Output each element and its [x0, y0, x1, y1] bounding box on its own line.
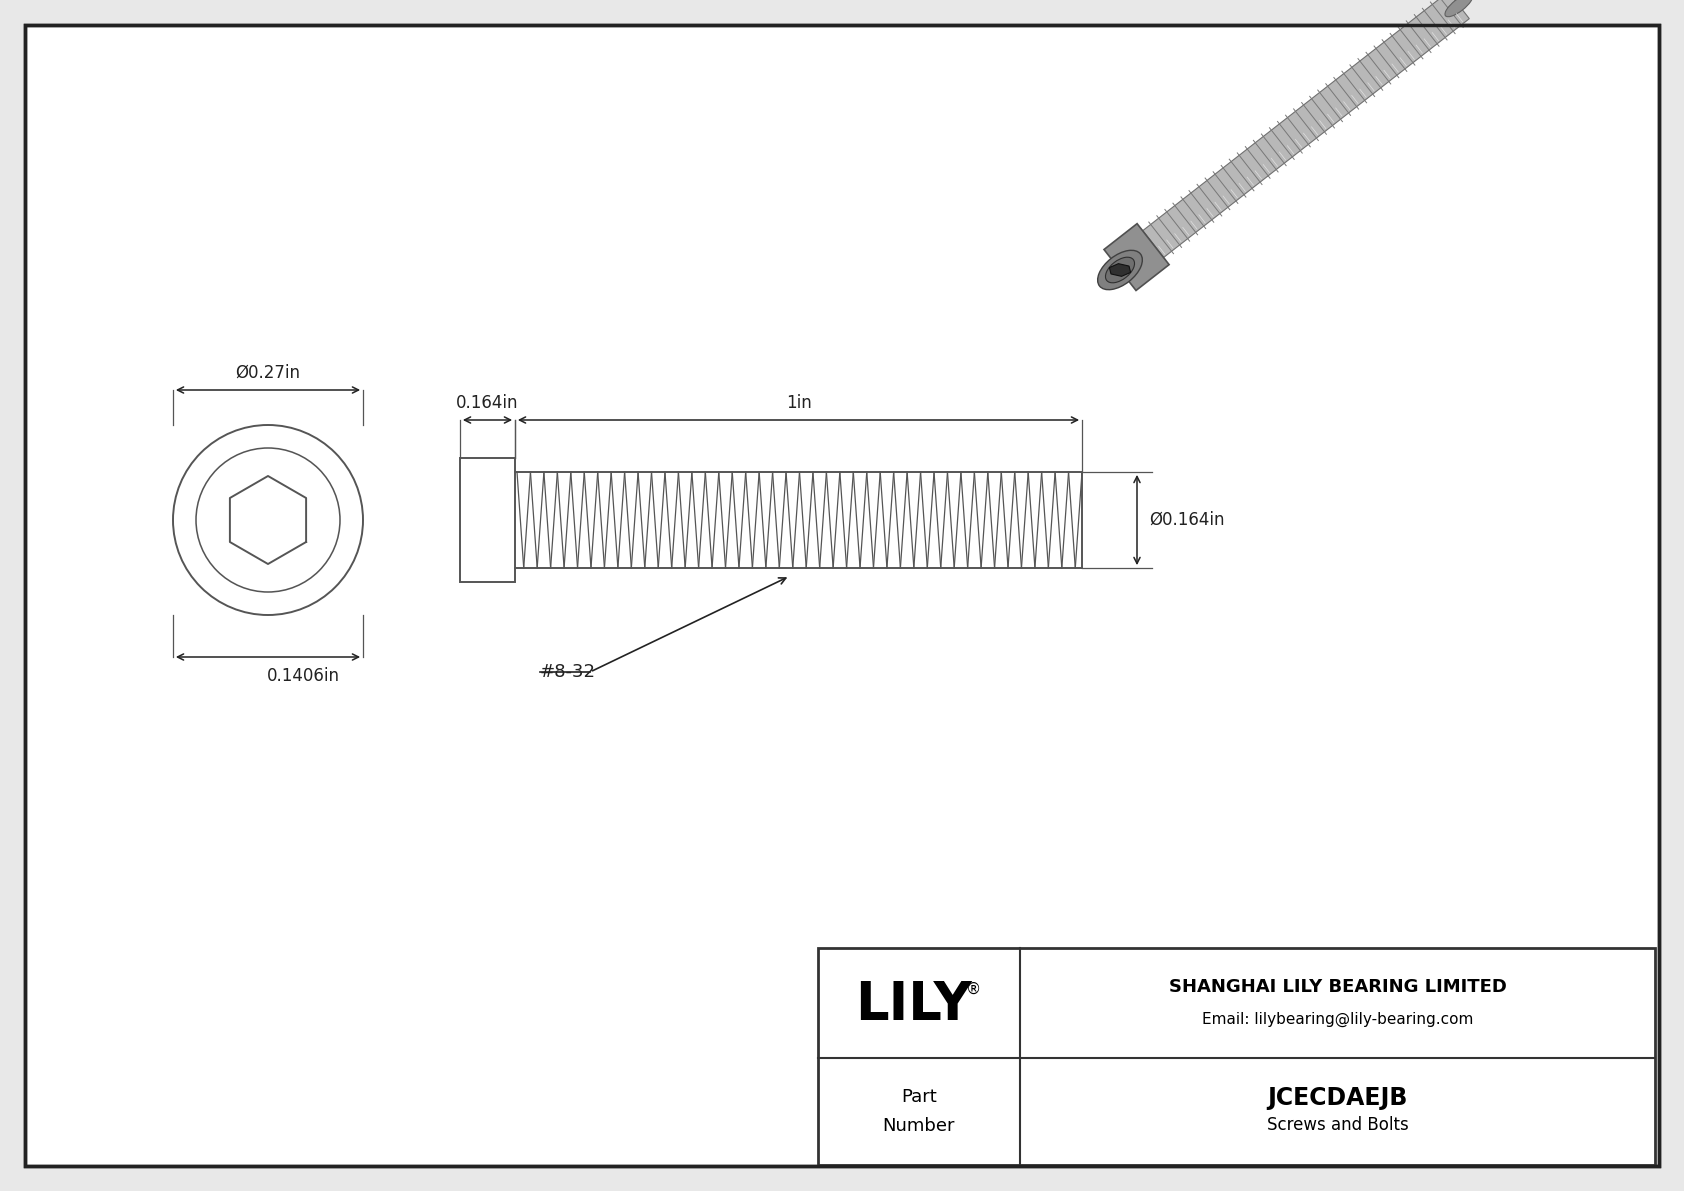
Bar [818, 948, 1655, 1165]
Text: Part
Number: Part Number [882, 1087, 955, 1135]
Polygon shape [1105, 224, 1169, 291]
Circle shape [173, 425, 364, 615]
Polygon shape [1110, 263, 1130, 276]
Polygon shape [1143, 0, 1470, 257]
Ellipse shape [1098, 250, 1142, 289]
Text: #8-32: #8-32 [541, 663, 596, 681]
Text: LILY: LILY [855, 979, 972, 1031]
Text: 0.1406in: 0.1406in [266, 667, 340, 685]
Text: JCECDAEJB: JCECDAEJB [1268, 1085, 1408, 1110]
Text: SHANGHAI LILY BEARING LIMITED: SHANGHAI LILY BEARING LIMITED [1169, 978, 1507, 996]
Text: 0.164in: 0.164in [456, 394, 519, 412]
Ellipse shape [1445, 0, 1474, 17]
Text: Screws and Bolts: Screws and Bolts [1266, 1116, 1408, 1135]
Ellipse shape [1105, 257, 1135, 282]
Text: Email: lilybearing@lily-bearing.com: Email: lilybearing@lily-bearing.com [1202, 1011, 1474, 1027]
Text: Ø0.164in: Ø0.164in [1148, 511, 1224, 529]
Text: Ø0.27in: Ø0.27in [236, 364, 300, 382]
Bar [460, 459, 515, 582]
Text: 1in: 1in [786, 394, 812, 412]
Text: ®: ® [967, 981, 982, 997]
